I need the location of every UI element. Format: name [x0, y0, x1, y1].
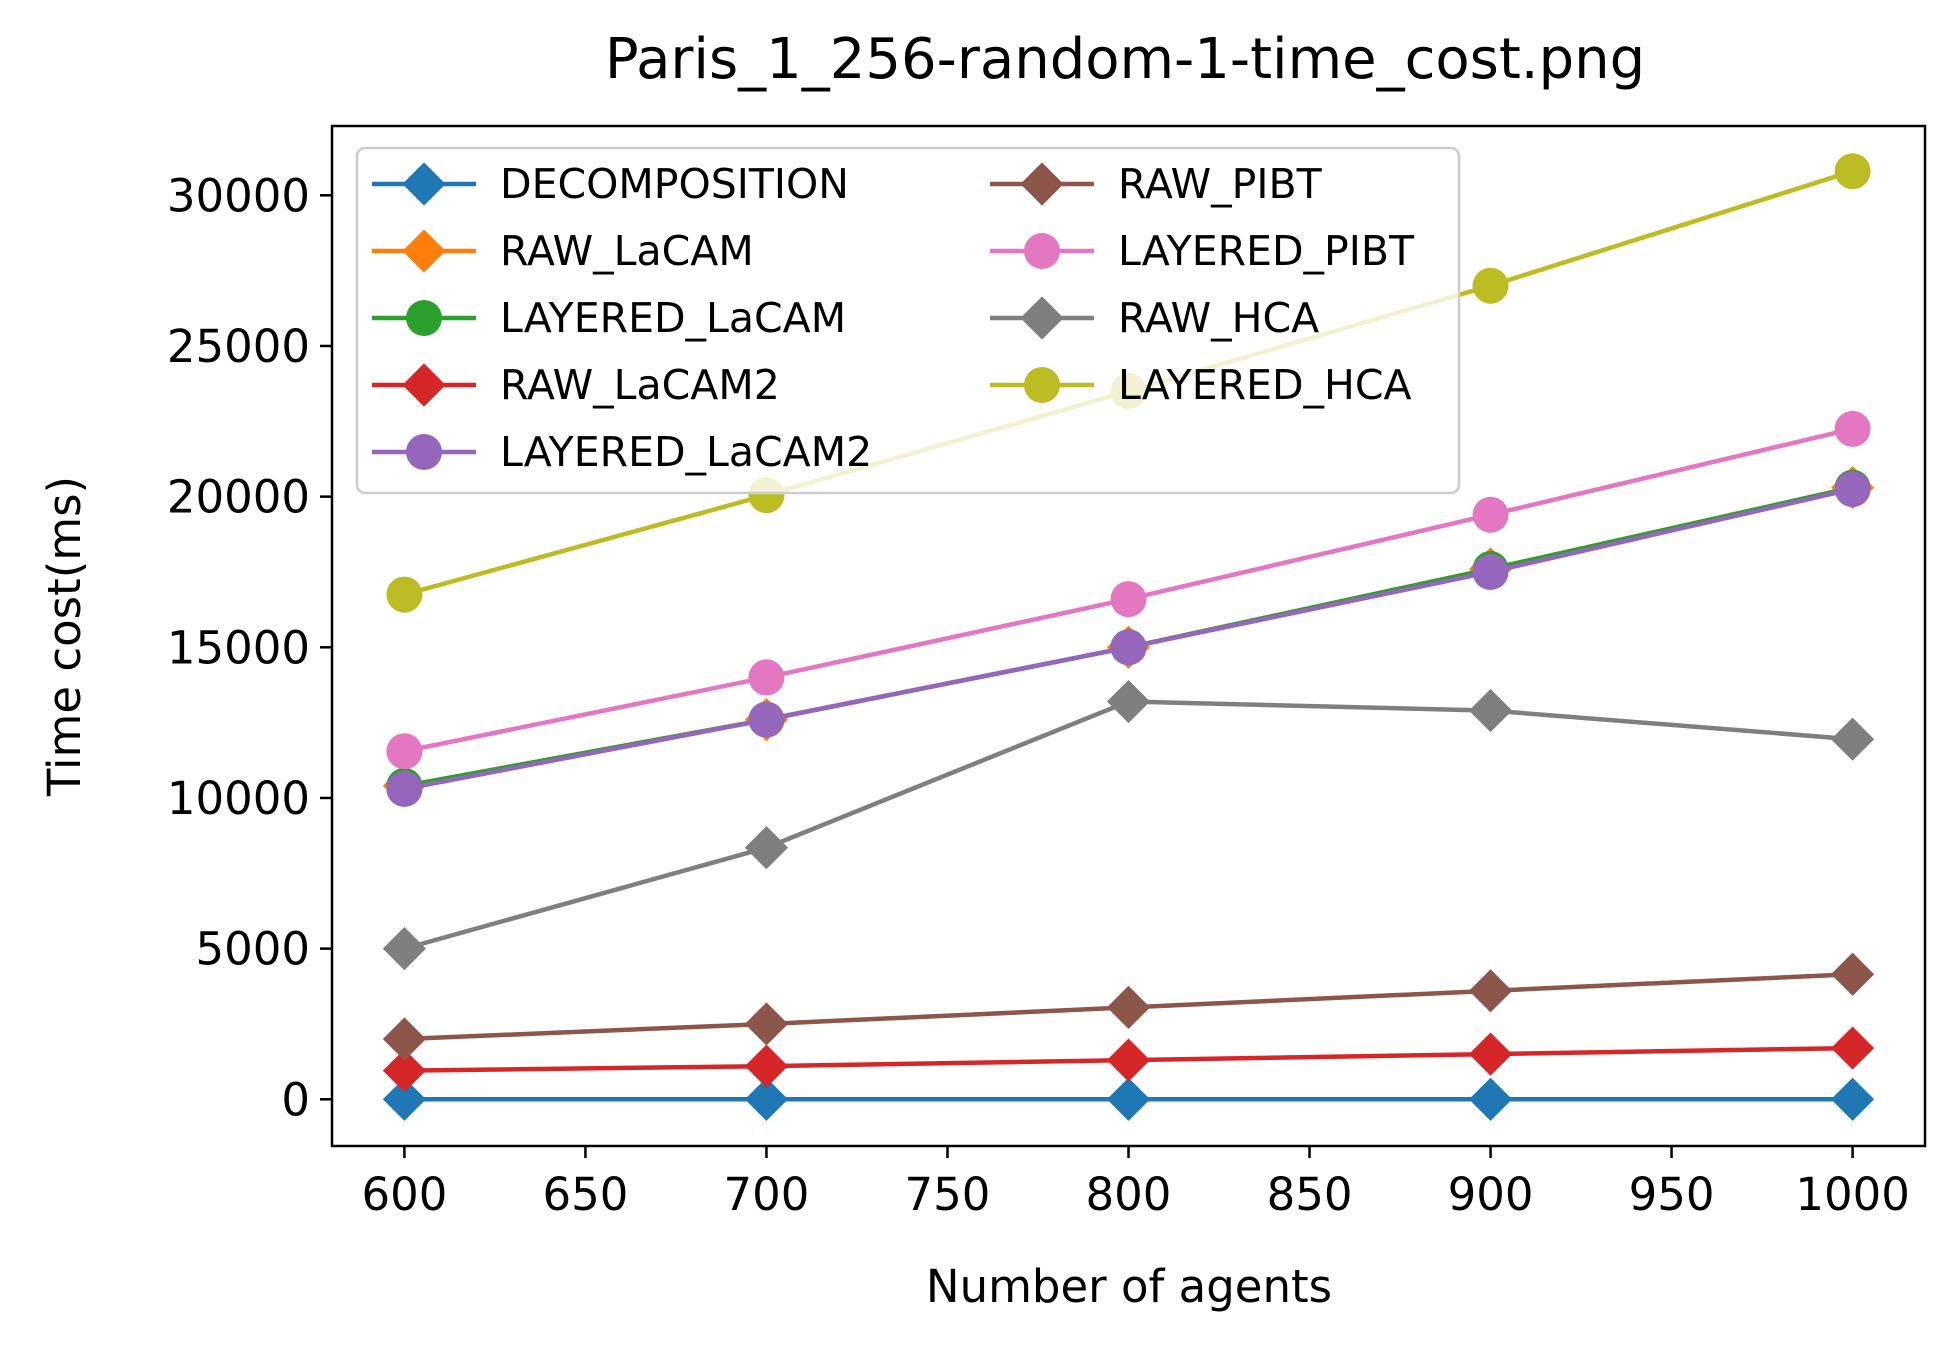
- data-point-diamond: [744, 1077, 789, 1121]
- series-raw-pibt: [382, 952, 1875, 1061]
- x-tick-label: 900: [1448, 1168, 1534, 1221]
- data-point-circle: [1472, 496, 1509, 533]
- legend-label: RAW_LaCAM2: [500, 361, 780, 409]
- legend-label: LAYERED_LaCAM2: [500, 428, 872, 476]
- legend-box: [355, 146, 1461, 495]
- series-raw-lacam2: [382, 1026, 1875, 1093]
- x-axis-label: Number of agents: [926, 1260, 1332, 1313]
- series-layered-lacam2: [386, 471, 1871, 807]
- legend-label: LAYERED_PIBT: [1118, 227, 1415, 275]
- data-point-circle: [748, 659, 785, 696]
- legend-swatch-marker: [402, 229, 446, 273]
- legend-swatch-marker: [1020, 162, 1064, 206]
- x-tick-label: 800: [1086, 1168, 1172, 1221]
- data-point-circle: [1472, 267, 1509, 304]
- y-tick-label: 10000: [167, 772, 310, 825]
- data-point-diamond: [1468, 1077, 1513, 1121]
- data-point-diamond: [1106, 679, 1151, 724]
- series-layered-pibt: [386, 410, 1871, 770]
- y-tick-label: 30000: [167, 169, 310, 222]
- legend-swatch-marker: [1020, 296, 1064, 340]
- series-raw-hca: [382, 679, 1875, 971]
- data-point-diamond: [382, 1077, 427, 1121]
- legend-swatch-marker: [402, 363, 446, 407]
- legend: DECOMPOSITION RAW_LaCAM LAYERED_LaCAM RAW_L…: [355, 146, 1461, 495]
- data-point-diamond: [382, 927, 427, 971]
- data-point-diamond: [744, 1002, 789, 1046]
- x-tick-label: 1000: [1795, 1168, 1910, 1221]
- legend-swatch-marker: [1024, 367, 1060, 403]
- series-decomposition: [382, 1077, 1875, 1121]
- data-point-diamond: [1468, 688, 1513, 733]
- series-layer: [382, 153, 1875, 1121]
- legend-entry: RAW_PIBT: [990, 160, 1323, 208]
- x-tick-label: 950: [1629, 1168, 1715, 1221]
- data-point-diamond: [744, 826, 789, 870]
- axis-ticks: 600 650 700 750 800 850 900 950 1000050001000015…: [167, 169, 1910, 1221]
- legend-label: DECOMPOSITION: [500, 160, 849, 208]
- data-point-diamond: [1830, 1026, 1875, 1070]
- legend-entry: RAW_LaCAM2: [372, 361, 780, 409]
- legend-entry: RAW_HCA: [990, 294, 1319, 342]
- data-point-circle: [386, 733, 423, 770]
- y-tick-label: 15000: [167, 621, 310, 674]
- data-point-diamond: [382, 1017, 427, 1061]
- y-tick-label: 0: [281, 1073, 310, 1126]
- legend-label: RAW_PIBT: [1118, 160, 1323, 208]
- legend-entry: DECOMPOSITION: [372, 160, 849, 208]
- data-point-circle: [386, 770, 423, 807]
- legend-label: LAYERED_HCA: [1118, 361, 1412, 409]
- x-tick-label: 600: [361, 1168, 447, 1221]
- data-point-diamond: [1468, 1032, 1513, 1076]
- data-point-diamond: [1106, 985, 1151, 1029]
- data-point-circle: [1834, 153, 1871, 190]
- data-point-circle: [1110, 629, 1147, 666]
- data-point-diamond: [1830, 1077, 1875, 1121]
- y-tick-label: 20000: [167, 471, 310, 524]
- legend-entry: LAYERED_PIBT: [990, 227, 1415, 275]
- x-tick-label: 850: [1267, 1168, 1353, 1221]
- legend-label: RAW_HCA: [1118, 294, 1319, 342]
- data-point-diamond: [1106, 1077, 1151, 1121]
- data-point-diamond: [382, 1049, 427, 1093]
- y-axis-label: Time cost(ms): [38, 476, 91, 797]
- data-point-circle: [1834, 471, 1871, 508]
- data-point-circle: [1110, 581, 1147, 618]
- data-point-diamond: [1106, 1038, 1151, 1082]
- plot-frame: [330, 124, 1927, 1148]
- legend-swatch-marker: [406, 434, 442, 470]
- data-point-circle: [748, 701, 785, 738]
- y-tick-label: 5000: [195, 923, 310, 976]
- data-point-circle: [386, 576, 423, 613]
- chart-title: Paris_1_256-random-1-time_cost.png: [605, 27, 1645, 92]
- x-tick-label: 750: [905, 1168, 991, 1221]
- y-tick-label: 25000: [167, 320, 310, 373]
- data-point-diamond: [1830, 952, 1875, 996]
- legend-swatch-marker: [406, 300, 442, 336]
- x-tick-label: 650: [542, 1168, 628, 1221]
- data-point-diamond: [1468, 969, 1513, 1013]
- data-point-diamond: [1830, 717, 1875, 761]
- legend-swatch-marker: [1024, 233, 1060, 269]
- legend-entry: LAYERED_HCA: [990, 361, 1412, 409]
- data-point-circle: [1834, 410, 1871, 447]
- data-point-circle: [1472, 553, 1509, 590]
- legend-entry: LAYERED_LaCAM: [372, 294, 846, 342]
- legend-swatch-marker: [402, 162, 446, 206]
- legend-entry: LAYERED_LaCAM2: [372, 428, 872, 476]
- legend-entry: RAW_LaCAM: [372, 227, 754, 275]
- legend-label: RAW_LaCAM: [500, 227, 754, 275]
- legend-label: LAYERED_LaCAM: [500, 294, 846, 342]
- x-tick-label: 700: [724, 1168, 810, 1221]
- data-point-diamond: [744, 1044, 789, 1088]
